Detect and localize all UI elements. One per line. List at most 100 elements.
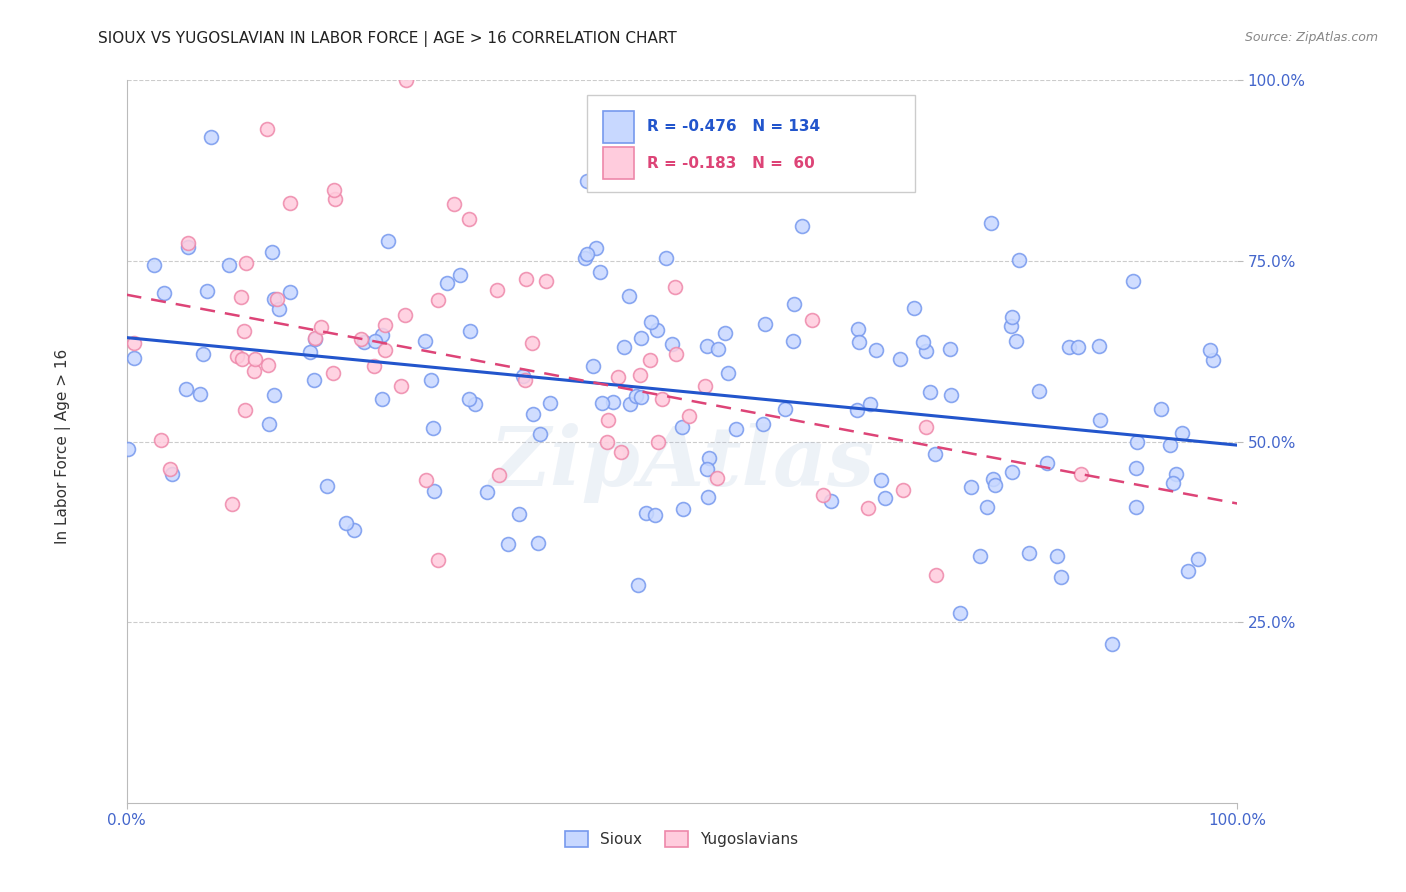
Point	[820, 494, 842, 508]
FancyBboxPatch shape	[603, 147, 634, 179]
Point	[596, 434, 619, 449]
Point	[1004, 334, 1026, 348]
Point	[299, 344, 322, 359]
Point	[413, 334, 436, 349]
FancyBboxPatch shape	[588, 95, 915, 193]
Point	[256, 122, 278, 136]
Point	[534, 274, 557, 288]
Point	[696, 462, 718, 476]
Point	[1125, 461, 1147, 475]
Point	[364, 334, 387, 348]
Point	[585, 241, 607, 255]
Point	[122, 336, 145, 351]
Point	[323, 183, 346, 197]
Point	[389, 379, 412, 393]
Point	[707, 343, 730, 357]
Point	[420, 373, 443, 387]
Point	[976, 500, 998, 515]
Point	[630, 390, 652, 404]
Point	[617, 289, 640, 303]
Point	[177, 235, 200, 250]
Point	[1050, 570, 1073, 584]
Point	[1001, 310, 1024, 324]
Point	[644, 508, 666, 523]
Point	[263, 292, 285, 306]
Point	[845, 402, 868, 417]
Point	[574, 251, 596, 265]
Point	[924, 568, 946, 582]
Point	[1088, 339, 1111, 353]
Point	[200, 129, 222, 144]
Point	[363, 359, 385, 373]
Point	[640, 315, 662, 329]
Point	[782, 334, 804, 348]
Legend: Sioux, Yugoslavians: Sioux, Yugoslavians	[560, 825, 804, 853]
Point	[371, 327, 394, 342]
Point	[903, 301, 925, 315]
Point	[174, 382, 197, 396]
Point	[458, 392, 481, 406]
Point	[589, 265, 612, 279]
Point	[576, 247, 599, 261]
Point	[912, 334, 935, 349]
Point	[394, 308, 416, 322]
Point	[436, 276, 458, 290]
Point	[915, 419, 938, 434]
Point	[443, 197, 465, 211]
Point	[773, 402, 796, 417]
Point	[693, 379, 716, 393]
Point	[304, 332, 326, 346]
Point	[582, 359, 605, 373]
Point	[262, 245, 284, 260]
Point	[980, 216, 1002, 230]
Point	[672, 501, 695, 516]
Point	[150, 433, 173, 447]
Point	[651, 392, 673, 406]
Point	[422, 483, 444, 498]
Point	[316, 479, 339, 493]
Point	[233, 403, 256, 417]
Point	[1171, 426, 1194, 441]
Point	[257, 358, 280, 372]
Point	[859, 397, 882, 411]
Point	[1166, 467, 1188, 482]
Point	[893, 483, 915, 497]
Point	[751, 417, 773, 431]
Point	[856, 501, 879, 516]
Text: In Labor Force | Age > 16: In Labor Force | Age > 16	[55, 349, 72, 543]
Point	[790, 219, 813, 234]
Point	[1070, 467, 1092, 481]
Point	[960, 480, 983, 494]
Point	[188, 387, 211, 401]
Point	[422, 421, 444, 435]
Point	[671, 420, 693, 434]
Point	[371, 392, 394, 407]
Point	[195, 284, 218, 298]
Point	[1008, 252, 1031, 267]
Point	[124, 351, 146, 366]
Point	[596, 413, 619, 427]
Point	[520, 336, 543, 351]
Point	[602, 395, 624, 409]
Point	[1159, 438, 1181, 452]
Point	[782, 296, 804, 310]
Point	[143, 258, 166, 272]
Point	[610, 445, 633, 459]
Point	[920, 385, 942, 400]
Point	[638, 353, 661, 368]
Point	[1090, 413, 1112, 427]
Point	[628, 368, 651, 382]
Point	[619, 397, 641, 411]
Point	[117, 442, 139, 456]
Point	[875, 491, 897, 505]
Point	[1018, 546, 1040, 560]
Point	[496, 537, 519, 551]
Point	[374, 343, 396, 357]
Point	[527, 535, 550, 549]
Point	[304, 331, 326, 345]
Point	[664, 280, 686, 294]
Point	[938, 342, 960, 356]
Point	[717, 366, 740, 380]
Point	[193, 347, 215, 361]
Point	[696, 339, 718, 353]
